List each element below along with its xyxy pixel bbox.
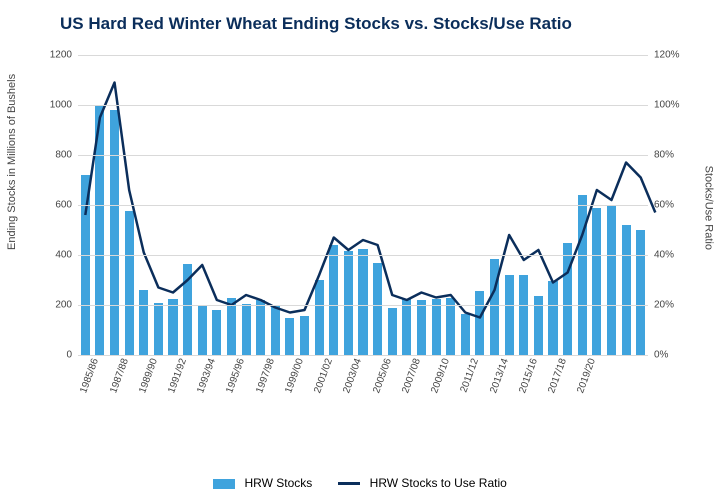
ratio-line [85,83,655,318]
x-tick-label: 2017/18 [541,355,569,395]
legend-line-label: HRW Stocks to Use Ratio [370,476,507,490]
x-tick-label: 1993/94 [190,355,218,395]
y1-tick: 1000 [50,100,78,111]
grid-line [78,105,648,106]
grid-line [78,205,648,206]
y1-tick: 800 [55,150,78,161]
legend-bar-label: HRW Stocks [245,476,313,490]
legend-item-bars: HRW Stocks [213,476,312,490]
plot-area: 1985/861987/881989/901991/921993/941995/… [78,55,648,355]
y2-tick: 120% [648,50,680,61]
x-tick-label: 1991/92 [161,355,189,395]
y1-tick: 0 [66,350,78,361]
chart-container: US Hard Red Winter Wheat Ending Stocks v… [0,0,720,500]
grid-line [78,255,648,256]
y2-axis-label: Stocks/Use Ratio [702,166,714,250]
y1-tick: 1200 [50,50,78,61]
x-tick-label: 1995/96 [219,355,247,395]
legend: HRW Stocks HRW Stocks to Use Ratio [0,476,720,490]
x-tick-label: 2013/14 [482,355,510,395]
y1-tick: 200 [55,300,78,311]
x-tick-label: 2001/02 [307,355,335,395]
grid-line [78,355,648,356]
x-tick-label: 2015/16 [511,355,539,395]
chart-title: US Hard Red Winter Wheat Ending Stocks v… [60,14,572,34]
x-tick-label: 1989/90 [131,355,159,395]
x-tick-label: 2011/12 [453,355,481,394]
y2-tick: 20% [648,300,674,311]
y1-axis-label: Ending Stocks in Millions of Bushels [6,74,18,250]
x-tick-label: 1985/86 [73,355,101,395]
x-tick-label: 2003/04 [336,355,364,395]
x-tick-label: 1999/00 [278,355,306,395]
y2-tick: 100% [648,100,680,111]
y2-tick: 0% [648,350,668,361]
line-swatch-icon [338,482,360,485]
x-tick-label: 2009/10 [424,355,452,395]
x-tick-label: 2007/08 [394,355,422,395]
x-tick-label: 2005/06 [365,355,393,395]
y1-tick: 400 [55,250,78,261]
y2-tick: 40% [648,250,674,261]
x-tick-label: 1987/88 [102,355,130,395]
grid-line [78,305,648,306]
grid-line [78,55,648,56]
grid-line [78,155,648,156]
bar-swatch-icon [213,479,235,489]
y2-tick: 60% [648,200,674,211]
y1-tick: 600 [55,200,78,211]
y2-tick: 80% [648,150,674,161]
legend-item-line: HRW Stocks to Use Ratio [338,476,507,490]
x-tick-label: 1997/98 [248,355,276,395]
x-tick-label: 2019/20 [570,355,598,395]
